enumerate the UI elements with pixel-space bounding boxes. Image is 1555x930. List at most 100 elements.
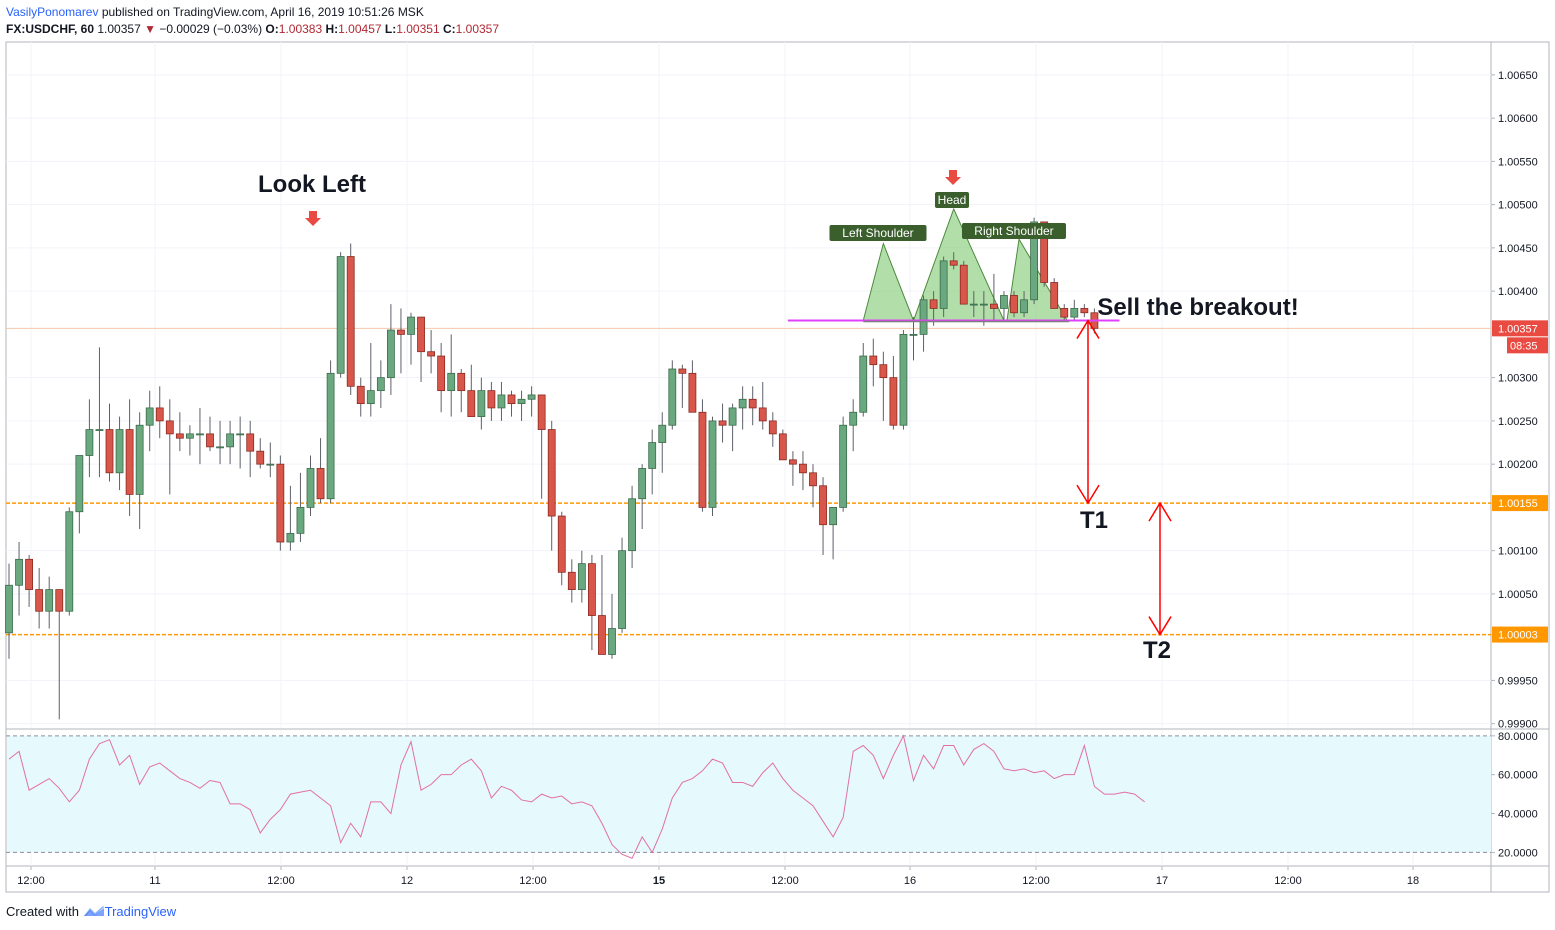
left-shoulder-label[interactable]: Left Shoulder xyxy=(842,226,913,240)
candle-bull xyxy=(969,303,978,306)
symbol-label[interactable]: FX:USDCHF, 60 xyxy=(6,22,95,36)
left-shoulder-label-bg xyxy=(829,225,927,241)
look-left-arrow-icon[interactable] xyxy=(305,211,321,226)
head-label[interactable]: Head xyxy=(938,193,967,207)
right-shoulder-label[interactable]: Right Shoulder xyxy=(974,224,1053,238)
countdown-label: 08:35 xyxy=(1510,340,1538,352)
candle-bear xyxy=(1060,308,1069,318)
candle-bull xyxy=(115,429,124,474)
candle-bear xyxy=(537,394,546,430)
head-arrow-icon[interactable] xyxy=(945,170,961,185)
t1-label[interactable]: T1 xyxy=(1080,507,1108,534)
x-tick-label: 12:00 xyxy=(1274,875,1302,887)
candle-bear xyxy=(547,429,556,517)
created-with-text: Created with xyxy=(6,904,79,919)
candle-bear xyxy=(799,463,807,474)
chart[interactable]: 12:00 11 12:00 12 12:00 15 12:00 16 12:00 17 12:00… xyxy=(0,0,1555,900)
y-tick-label: 0.99950 xyxy=(1498,675,1538,687)
rsi-line[interactable] xyxy=(8,734,1145,859)
candle-bear xyxy=(417,316,425,353)
candle-bull xyxy=(65,511,74,612)
candle-bear xyxy=(316,468,325,500)
candle-bull xyxy=(728,407,737,426)
t2-label[interactable]: T2 xyxy=(1143,637,1171,664)
candle-bull xyxy=(75,455,84,513)
author-link[interactable]: VasilyPonomarev xyxy=(6,5,99,19)
candle-bear xyxy=(155,407,164,422)
candle-bull xyxy=(919,299,928,335)
candle-bull xyxy=(306,468,315,508)
x-tick-label: 18 xyxy=(1407,875,1419,887)
candle-bear xyxy=(276,463,285,543)
candle-bear xyxy=(678,368,687,374)
candle-bear xyxy=(246,433,255,452)
candle-bull xyxy=(185,433,194,439)
candle-bear xyxy=(457,372,466,392)
t1-measure-arrow-head-top xyxy=(1076,319,1100,339)
candle-bull xyxy=(738,398,747,409)
candle-bull xyxy=(608,628,616,655)
candle-bear xyxy=(1010,295,1018,314)
down-arrow-icon: ▼ xyxy=(144,22,156,36)
candle-bear xyxy=(990,303,998,309)
level-price-label: 1.00003 xyxy=(1498,630,1538,642)
candle-bull xyxy=(196,433,204,436)
candle-bear xyxy=(959,264,968,305)
candle-bull xyxy=(266,463,275,466)
rsi-y-tick-label: 40.0000 xyxy=(1498,809,1538,821)
candle-bear xyxy=(206,433,214,448)
candle-bull xyxy=(829,507,837,526)
candle-bear xyxy=(879,364,888,379)
candle-bull xyxy=(979,303,988,306)
y-tick-label: 1.00100 xyxy=(1498,546,1538,558)
y-tick-label: 1.00650 xyxy=(1498,70,1538,82)
look-left-label[interactable]: Look Left xyxy=(258,171,366,198)
candle-bear xyxy=(557,515,566,573)
y-tick-label: 1.00400 xyxy=(1498,286,1538,298)
last-price: 1.00357 xyxy=(97,22,141,36)
candle-bear xyxy=(346,256,355,387)
candle-bull xyxy=(577,563,586,590)
candle-bear xyxy=(1040,221,1049,283)
candle-bull xyxy=(839,424,848,508)
candle-bear xyxy=(105,429,114,474)
candle-bear xyxy=(356,385,365,404)
candle-bull xyxy=(85,429,94,456)
tradingview-brand-link[interactable]: TradingView xyxy=(104,904,177,919)
candle-bear xyxy=(588,563,596,616)
candle-bull xyxy=(336,256,345,374)
candle-bull xyxy=(1070,308,1079,318)
candle-bull xyxy=(477,390,486,417)
rsi-band xyxy=(7,735,1491,853)
footer: Created with TradingView xyxy=(6,904,176,919)
rsi-y-tick-label: 60.0000 xyxy=(1498,770,1538,782)
candle-bull xyxy=(226,433,235,448)
candle-bear xyxy=(758,407,767,422)
t2-measure-arrow-head-bottom xyxy=(1148,616,1172,637)
candle-bull xyxy=(386,329,395,379)
candle-bear xyxy=(437,355,446,392)
candle-bull xyxy=(5,584,13,634)
candle-bull xyxy=(95,429,104,431)
x-tick-label: 12:00 xyxy=(519,875,547,887)
y-tick-label: 1.00600 xyxy=(1498,113,1538,125)
candle-bear xyxy=(598,615,606,655)
candle-bull xyxy=(296,507,305,534)
candle-bull xyxy=(618,550,626,629)
candle-bear xyxy=(698,411,707,508)
sell-breakout-label[interactable]: Sell the breakout! xyxy=(1097,294,1298,321)
candle-bear xyxy=(35,589,44,612)
t1-measure-arrow-head-bottom xyxy=(1076,484,1100,505)
level-price-label-bg xyxy=(1492,495,1548,512)
y-tick-label: 1.00050 xyxy=(1498,589,1538,601)
candle-bear xyxy=(567,571,576,590)
last-price-label-bg xyxy=(1492,320,1548,337)
right-shoulder-label-bg xyxy=(962,223,1066,239)
y-tick-label: 1.00250 xyxy=(1498,416,1538,428)
x-tick-label: 17 xyxy=(1156,875,1168,887)
candle-bear xyxy=(718,420,727,426)
tradingview-logo-icon xyxy=(83,906,104,916)
candle-bull xyxy=(1020,299,1028,314)
candle-bull xyxy=(145,407,154,426)
last-price-label: 1.00357 xyxy=(1498,323,1538,335)
